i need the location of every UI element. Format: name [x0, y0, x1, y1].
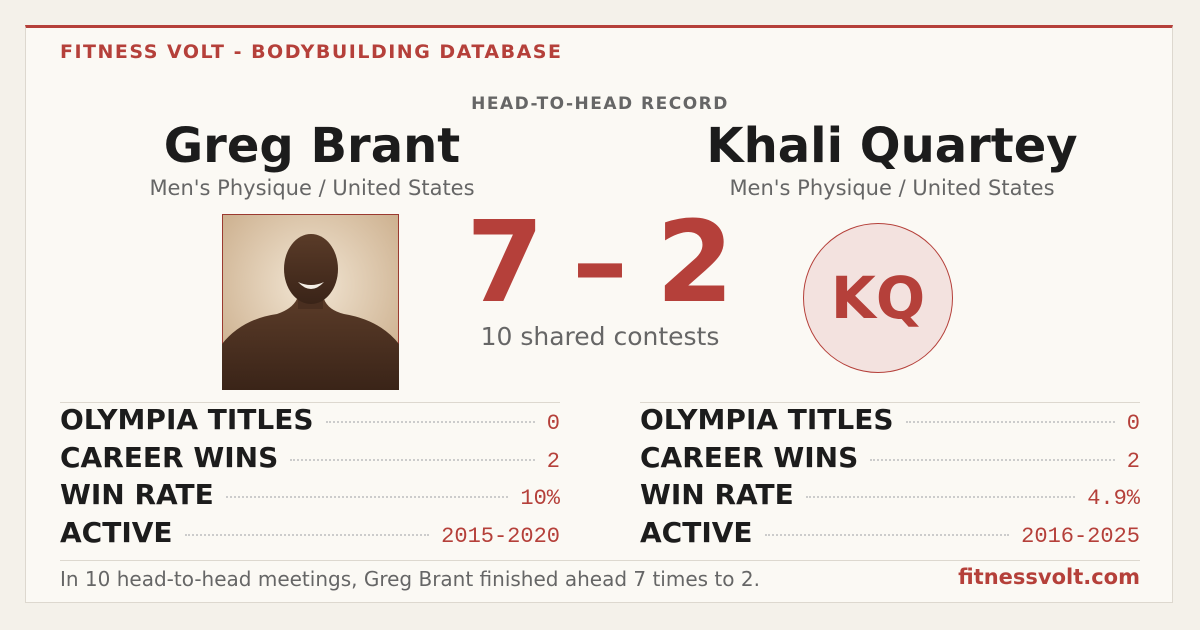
score-note: 10 shared contests: [480, 322, 720, 351]
stat-row: WIN RATE 4.9%: [640, 478, 1140, 516]
stat-row: CAREER WINS 2: [640, 441, 1140, 479]
athlete-division: Men's Physique / United States: [149, 176, 475, 200]
stat-value: 2016-2025: [1021, 523, 1140, 549]
stat-row: ACTIVE 2016-2025: [640, 516, 1140, 554]
dot-leader: [805, 496, 1076, 498]
stat-label: ACTIVE: [60, 515, 173, 549]
dot-leader: [184, 533, 430, 536]
stat-label: ACTIVE: [640, 515, 753, 549]
stat-value: 2: [1126, 448, 1140, 474]
score: 7–2: [0, 196, 1200, 330]
stat-label: WIN RATE: [60, 478, 214, 511]
initials-badge: KQ: [803, 223, 953, 373]
stat-label: OLYMPIA TITLES: [640, 403, 894, 436]
stat-value: 0: [546, 411, 560, 436]
stats-table: OLYMPIA TITLES 0 CAREER WINS 2 WIN RATE 4.9% A…: [640, 402, 1140, 553]
stat-label: WIN RATE: [640, 478, 794, 511]
stat-value: 4.9%: [1087, 486, 1140, 511]
footer-site: fitnessvolt.com: [958, 565, 1140, 589]
dot-leader: [870, 458, 1115, 461]
score-right: 2: [656, 198, 734, 328]
stat-value: 2015-2020: [441, 523, 560, 549]
stat-row: OLYMPIA TITLES 0: [60, 403, 560, 441]
stat-label: CAREER WINS: [60, 440, 279, 474]
footer-summary: In 10 head-to-head meetings, Greg Brant …: [60, 567, 760, 591]
stat-value: 10%: [520, 486, 560, 511]
stat-row: WIN RATE 10%: [60, 478, 560, 516]
divider: [60, 560, 1140, 561]
athlete-division: Men's Physique / United States: [729, 176, 1055, 200]
card: [25, 25, 1173, 603]
score-left: 7: [466, 198, 544, 328]
kicker: HEAD-TO-HEAD RECORD: [471, 94, 729, 114]
stat-row: CAREER WINS 2: [60, 441, 560, 479]
athlete-photo: [222, 214, 399, 390]
stat-label: CAREER WINS: [640, 440, 859, 474]
athlete-name: Greg Brant: [163, 118, 461, 174]
dot-leader: [764, 533, 1010, 536]
stat-label: OLYMPIA TITLES: [60, 403, 314, 436]
stats-table: OLYMPIA TITLES 0 CAREER WINS 2 WIN RATE 10% AC…: [60, 402, 560, 553]
athlete-name: Khali Quartey: [706, 118, 1078, 174]
dot-leader: [325, 421, 535, 423]
brand: FITNESS VOLT - BODYBUILDING DATABASE: [60, 41, 563, 63]
stat-row: OLYMPIA TITLES 0: [640, 403, 1140, 441]
stat-row: ACTIVE 2015-2020: [60, 516, 560, 554]
dot-leader: [905, 421, 1115, 423]
stat-value: 0: [1126, 411, 1140, 436]
stat-value: 2: [546, 448, 560, 474]
dot-leader: [225, 496, 509, 498]
score-separator: –: [572, 198, 628, 328]
dot-leader: [290, 458, 535, 461]
